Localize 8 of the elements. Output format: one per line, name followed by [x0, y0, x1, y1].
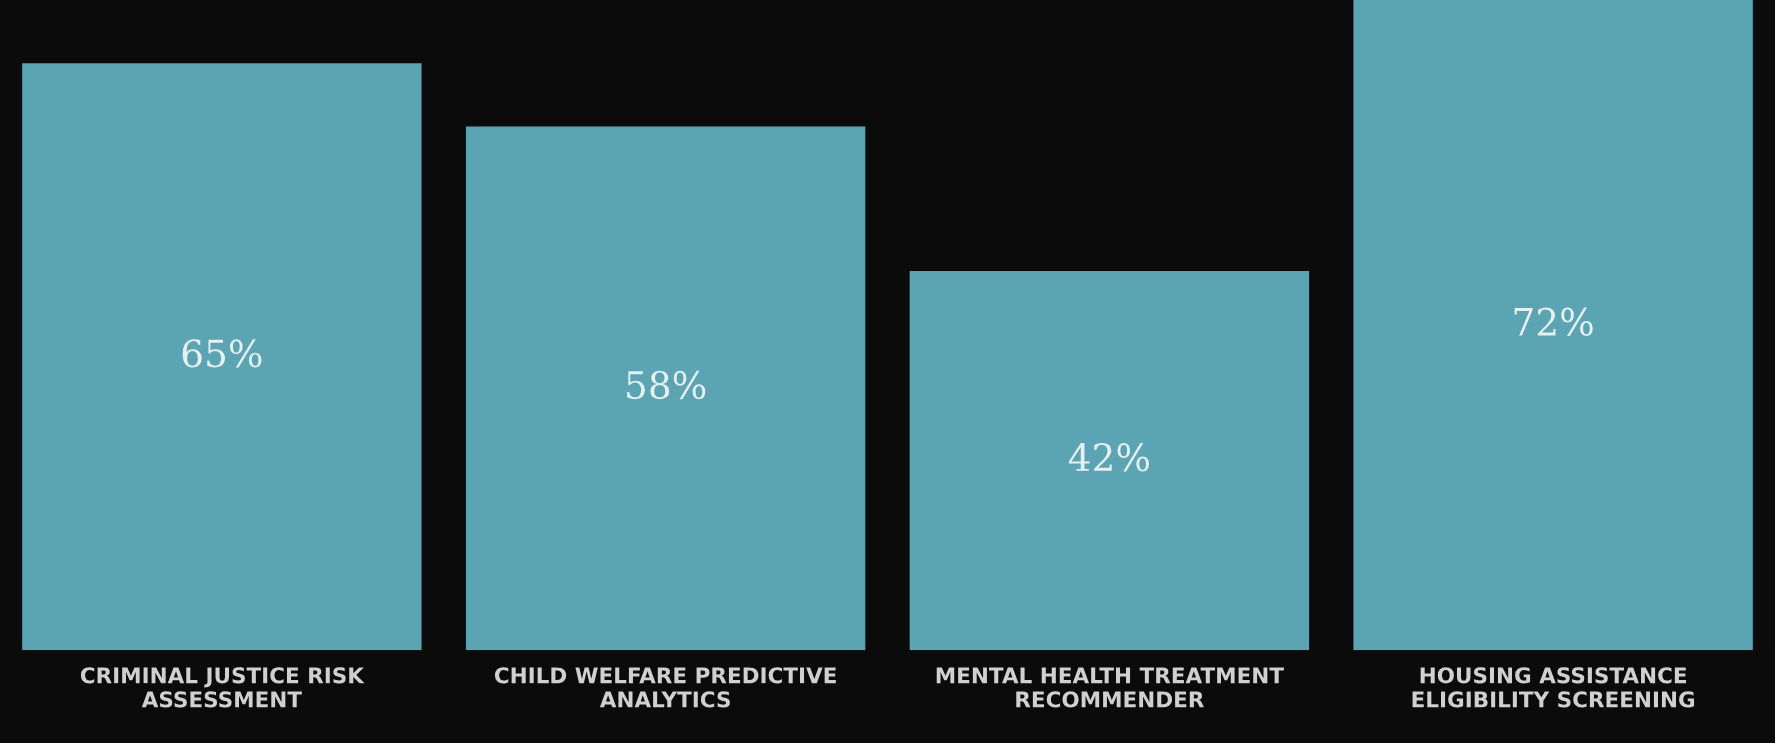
- data-label: 72%: [1514, 307, 1593, 336]
- x-tick-label: CRIMINAL JUSTICE RISK ASSESSMENT: [80, 667, 365, 708]
- x-tick-label: MENTAL HEALTH TREATMENT RECOMMENDER: [936, 667, 1284, 708]
- x-tick-label: CHILD WELFARE PREDICTIVE ANALYTICS: [494, 667, 836, 708]
- x-tick-label: HOUSING ASSISTANCE ELIGIBILITY SCREENING: [1412, 667, 1695, 708]
- data-label: 65%: [182, 339, 262, 368]
- data-label: 58%: [627, 370, 706, 400]
- data-label: 42%: [1068, 443, 1149, 472]
